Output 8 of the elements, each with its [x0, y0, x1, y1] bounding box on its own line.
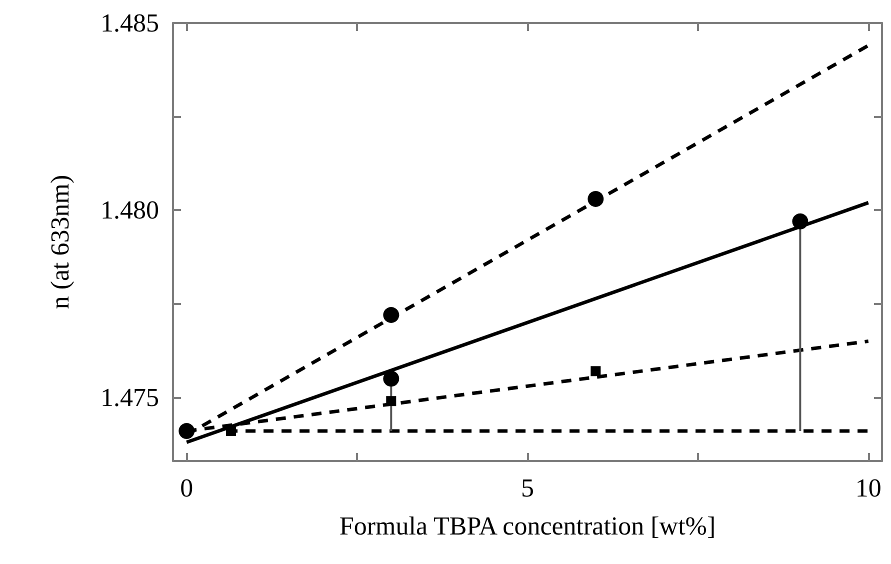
- x-axis-title: Formula TBPA concentration [wt%]: [339, 512, 716, 540]
- x-tick-label: 10: [855, 474, 882, 502]
- y-tick-label: 1.475: [100, 382, 159, 412]
- y-tick-label: 1.485: [100, 8, 159, 38]
- y-tick-label: 1.480: [100, 196, 159, 225]
- x-tick-label: 5: [521, 474, 534, 502]
- x-tick-label: 0: [180, 474, 194, 502]
- y-axis-title: n (at 633nm): [46, 174, 74, 310]
